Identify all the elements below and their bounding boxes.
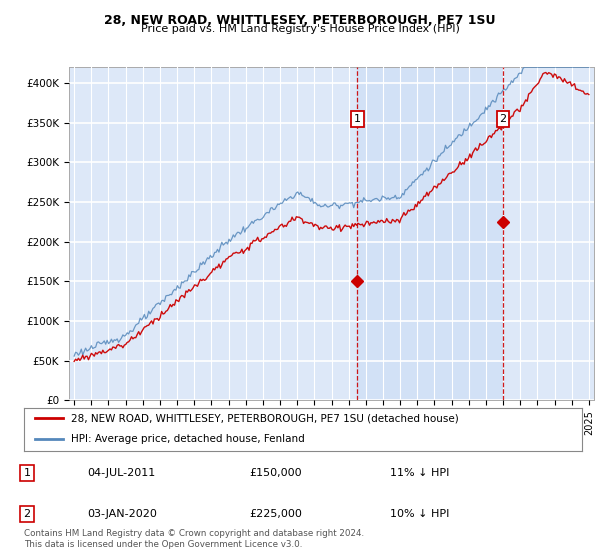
Text: 03-JAN-2020: 03-JAN-2020 — [87, 509, 157, 519]
Text: Contains HM Land Registry data © Crown copyright and database right 2024.
This d: Contains HM Land Registry data © Crown c… — [24, 529, 364, 549]
Bar — [357, 67, 503, 400]
Text: 1: 1 — [354, 114, 361, 124]
Text: 10% ↓ HPI: 10% ↓ HPI — [390, 509, 449, 519]
Text: £150,000: £150,000 — [249, 468, 302, 478]
Text: £225,000: £225,000 — [249, 509, 302, 519]
Text: 28, NEW ROAD, WHITTLESEY, PETERBOROUGH, PE7 1SU: 28, NEW ROAD, WHITTLESEY, PETERBOROUGH, … — [104, 14, 496, 27]
Text: 1: 1 — [23, 468, 31, 478]
Text: HPI: Average price, detached house, Fenland: HPI: Average price, detached house, Fenl… — [71, 434, 305, 444]
Text: 2: 2 — [500, 114, 506, 124]
Text: Price paid vs. HM Land Registry's House Price Index (HPI): Price paid vs. HM Land Registry's House … — [140, 24, 460, 34]
Text: 2: 2 — [23, 509, 31, 519]
Text: 11% ↓ HPI: 11% ↓ HPI — [390, 468, 449, 478]
Text: 04-JUL-2011: 04-JUL-2011 — [87, 468, 155, 478]
Text: 28, NEW ROAD, WHITTLESEY, PETERBOROUGH, PE7 1SU (detached house): 28, NEW ROAD, WHITTLESEY, PETERBOROUGH, … — [71, 413, 459, 423]
